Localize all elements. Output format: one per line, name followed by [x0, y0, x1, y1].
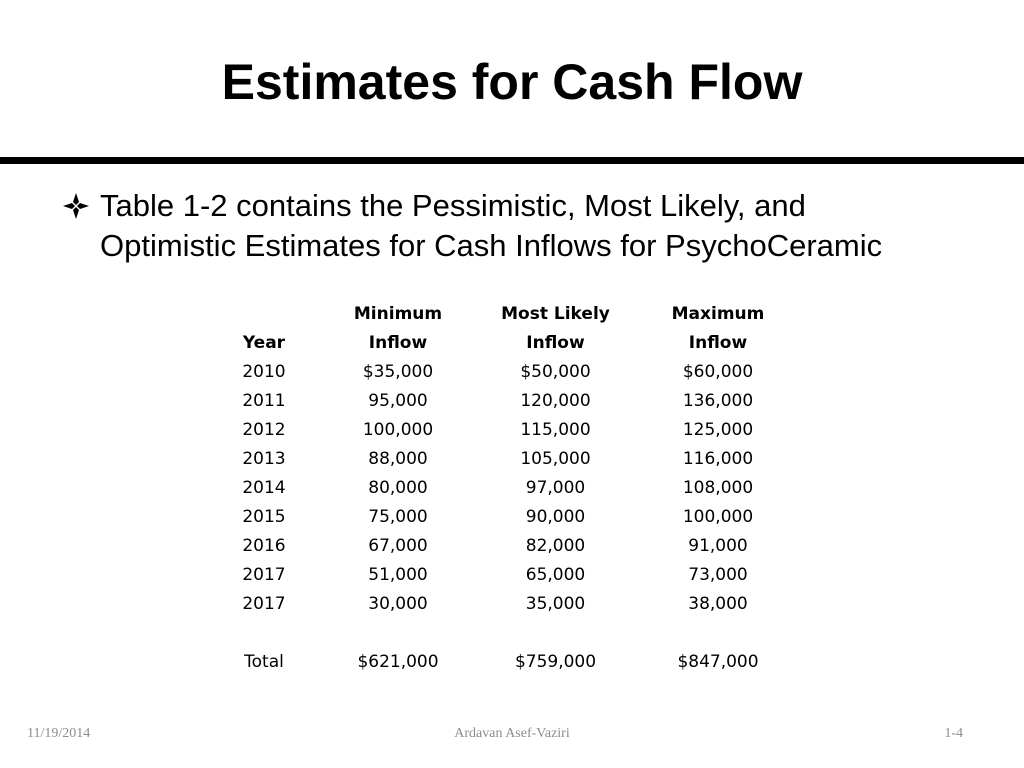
header-cell: Year	[242, 333, 286, 353]
header-cell: Most Likely	[501, 304, 610, 324]
minimum-inflow-cell: 30,000	[368, 594, 428, 614]
bullet-text: Table 1-2 contains the Pessimistic, Most…	[100, 186, 1000, 266]
table-row: 2017 30,000 35,000 38,000	[220, 590, 813, 619]
year-cell: 2010	[242, 362, 286, 382]
table-header-row: Year Inflow Inflow Inflow	[220, 329, 813, 358]
year-cell: 2015	[242, 507, 286, 527]
table-row: 2010 $35,000 $50,000 $60,000	[220, 358, 813, 387]
table-row: 2015 75,000 90,000 100,000	[220, 503, 813, 532]
most-likely-inflow-cell: 90,000	[525, 507, 586, 527]
maximum-inflow-cell: 91,000	[688, 536, 748, 556]
minimum-inflow-cell: 95,000	[368, 391, 428, 411]
year-cell: 2017	[242, 594, 286, 614]
minimum-inflow-cell: 67,000	[368, 536, 428, 556]
total-label-cell: Total	[244, 652, 284, 672]
bullet-text-line-1: Table 1-2 contains the Pessimistic, Most…	[100, 188, 806, 223]
header-cell: Inflow	[368, 333, 428, 353]
table-row: 2013 88,000 105,000 116,000	[220, 445, 813, 474]
minimum-inflow-cell: $35,000	[362, 362, 434, 382]
title-divider	[0, 157, 1024, 164]
year-cell: 2011	[242, 391, 286, 411]
most-likely-inflow-cell: 97,000	[525, 478, 586, 498]
maximum-inflow-cell: $60,000	[682, 362, 754, 382]
year-cell: 2012	[242, 420, 286, 440]
most-likely-inflow-cell: 35,000	[525, 594, 586, 614]
total-minimum-cell: $621,000	[357, 652, 439, 672]
diamond-bullet-icon	[63, 193, 89, 219]
year-cell: 2017	[242, 565, 286, 585]
most-likely-inflow-cell: 82,000	[525, 536, 586, 556]
cash-inflow-table: Minimum Most Likely Maximum Year Inflow …	[220, 300, 813, 677]
maximum-inflow-cell: 100,000	[682, 507, 754, 527]
maximum-inflow-cell: 116,000	[682, 449, 754, 469]
most-likely-inflow-cell: 65,000	[525, 565, 586, 585]
most-likely-inflow-cell: 105,000	[520, 449, 591, 469]
year-cell: 2014	[242, 478, 286, 498]
header-cell: Inflow	[526, 333, 585, 353]
table-row: 2016 67,000 82,000 91,000	[220, 532, 813, 561]
slide-title: Estimates for Cash Flow	[221, 54, 803, 110]
year-cell: 2016	[242, 536, 286, 556]
footer-author: Ardavan Asef-Vaziri	[454, 726, 570, 741]
header-cell: Maximum	[671, 304, 765, 324]
table-row: 2012 100,000 115,000 125,000	[220, 416, 813, 445]
header-cell: Minimum	[353, 304, 443, 324]
table-row: 2014 80,000 97,000 108,000	[220, 474, 813, 503]
minimum-inflow-cell: 80,000	[368, 478, 428, 498]
header-cell: Inflow	[688, 333, 748, 353]
total-maximum-cell: $847,000	[677, 652, 759, 672]
header-cell	[220, 300, 308, 329]
maximum-inflow-cell: 38,000	[688, 594, 748, 614]
table-spacer-row	[220, 619, 813, 648]
minimum-inflow-cell: 51,000	[368, 565, 428, 585]
minimum-inflow-cell: 88,000	[368, 449, 428, 469]
table-total-row: Total $621,000 $759,000 $847,000	[220, 648, 813, 677]
footer-date: 11/19/2014	[27, 726, 91, 741]
maximum-inflow-cell: 125,000	[682, 420, 754, 440]
table-row: 2011 95,000 120,000 136,000	[220, 387, 813, 416]
table-body: 2010 $35,000 $50,000 $60,000 2011 95,000…	[220, 358, 813, 677]
minimum-inflow-cell: 100,000	[362, 420, 434, 440]
most-likely-inflow-cell: 115,000	[520, 420, 591, 440]
maximum-inflow-cell: 108,000	[682, 478, 754, 498]
bullet-text-line-2: Optimistic Estimates for Cash Inflows fo…	[100, 228, 883, 263]
minimum-inflow-cell: 75,000	[368, 507, 428, 527]
footer-page-number: 1-4	[944, 726, 963, 741]
total-most-likely-cell: $759,000	[514, 652, 597, 672]
maximum-inflow-cell: 136,000	[682, 391, 754, 411]
table-row: 2017 51,000 65,000 73,000	[220, 561, 813, 590]
most-likely-inflow-cell: 120,000	[520, 391, 591, 411]
most-likely-inflow-cell: $50,000	[520, 362, 591, 382]
maximum-inflow-cell: 73,000	[688, 565, 748, 585]
table-header-row: Minimum Most Likely Maximum	[220, 300, 813, 329]
year-cell: 2013	[242, 449, 286, 469]
